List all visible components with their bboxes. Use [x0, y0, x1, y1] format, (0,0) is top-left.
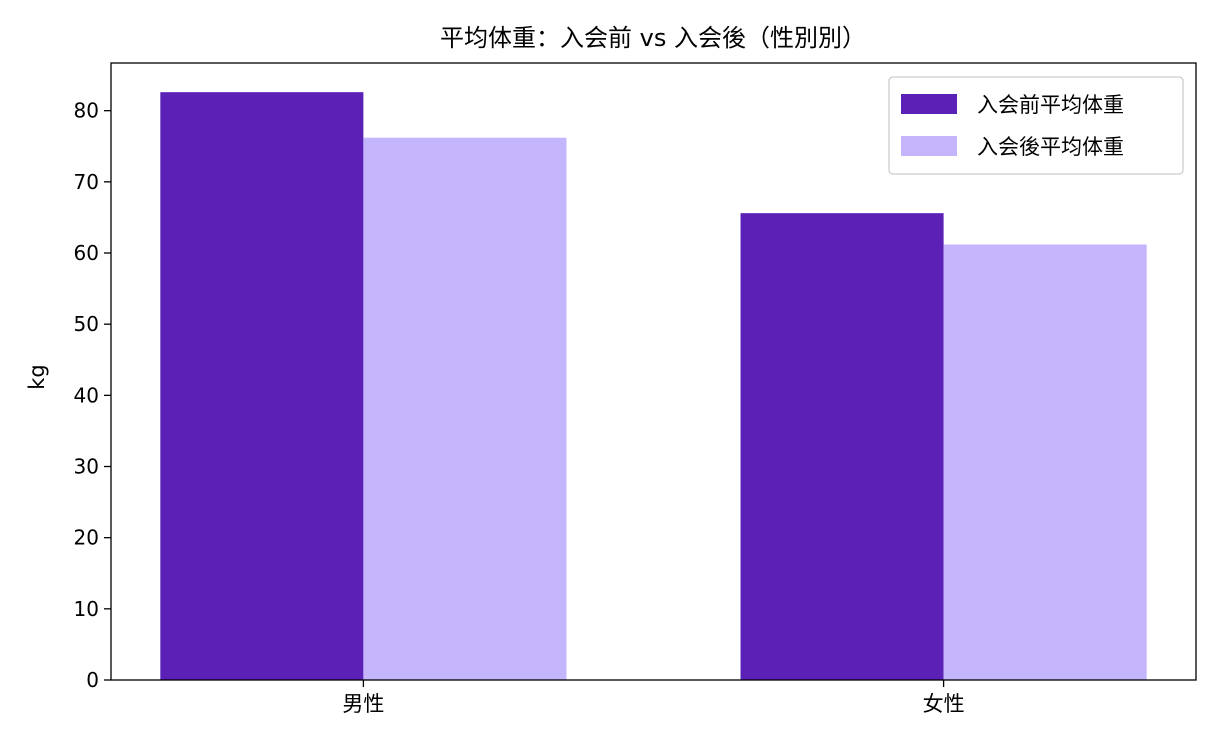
- legend-swatch: [901, 136, 957, 156]
- legend-box: [888, 76, 1184, 175]
- axes-frame: [110, 62, 1197, 681]
- y-tick-label: 80: [74, 99, 99, 123]
- y-tick-label: 60: [74, 241, 99, 265]
- y-tick-label: 40: [74, 383, 99, 407]
- y-axis-label: kg: [25, 364, 49, 390]
- axes: 0 10 20 30 40 50 60 70 80 男性 女性: [74, 62, 1197, 716]
- x-tick-label: 男性: [342, 692, 384, 716]
- legend-label: 入会後平均体重: [977, 135, 1124, 159]
- y-tick-label: 10: [74, 597, 99, 621]
- y-tick-label: 20: [74, 526, 99, 550]
- legend-label: 入会前平均体重: [977, 93, 1124, 117]
- bar-after-1: [943, 244, 1147, 680]
- y-tick-label: 70: [74, 170, 99, 194]
- chart-title: 平均体重：入会前 vs 入会後（性別別）: [440, 24, 866, 52]
- bar-before-0: [160, 92, 364, 681]
- legend-swatch: [901, 94, 957, 114]
- plot-area: [160, 92, 1147, 681]
- x-tick-label: 女性: [923, 692, 965, 716]
- y-tick-label: 30: [74, 455, 99, 479]
- y-tick-label: 50: [74, 312, 99, 336]
- bar-after-0: [363, 137, 567, 680]
- y-tick-label: 0: [86, 668, 99, 692]
- bar-before-1: [740, 213, 944, 680]
